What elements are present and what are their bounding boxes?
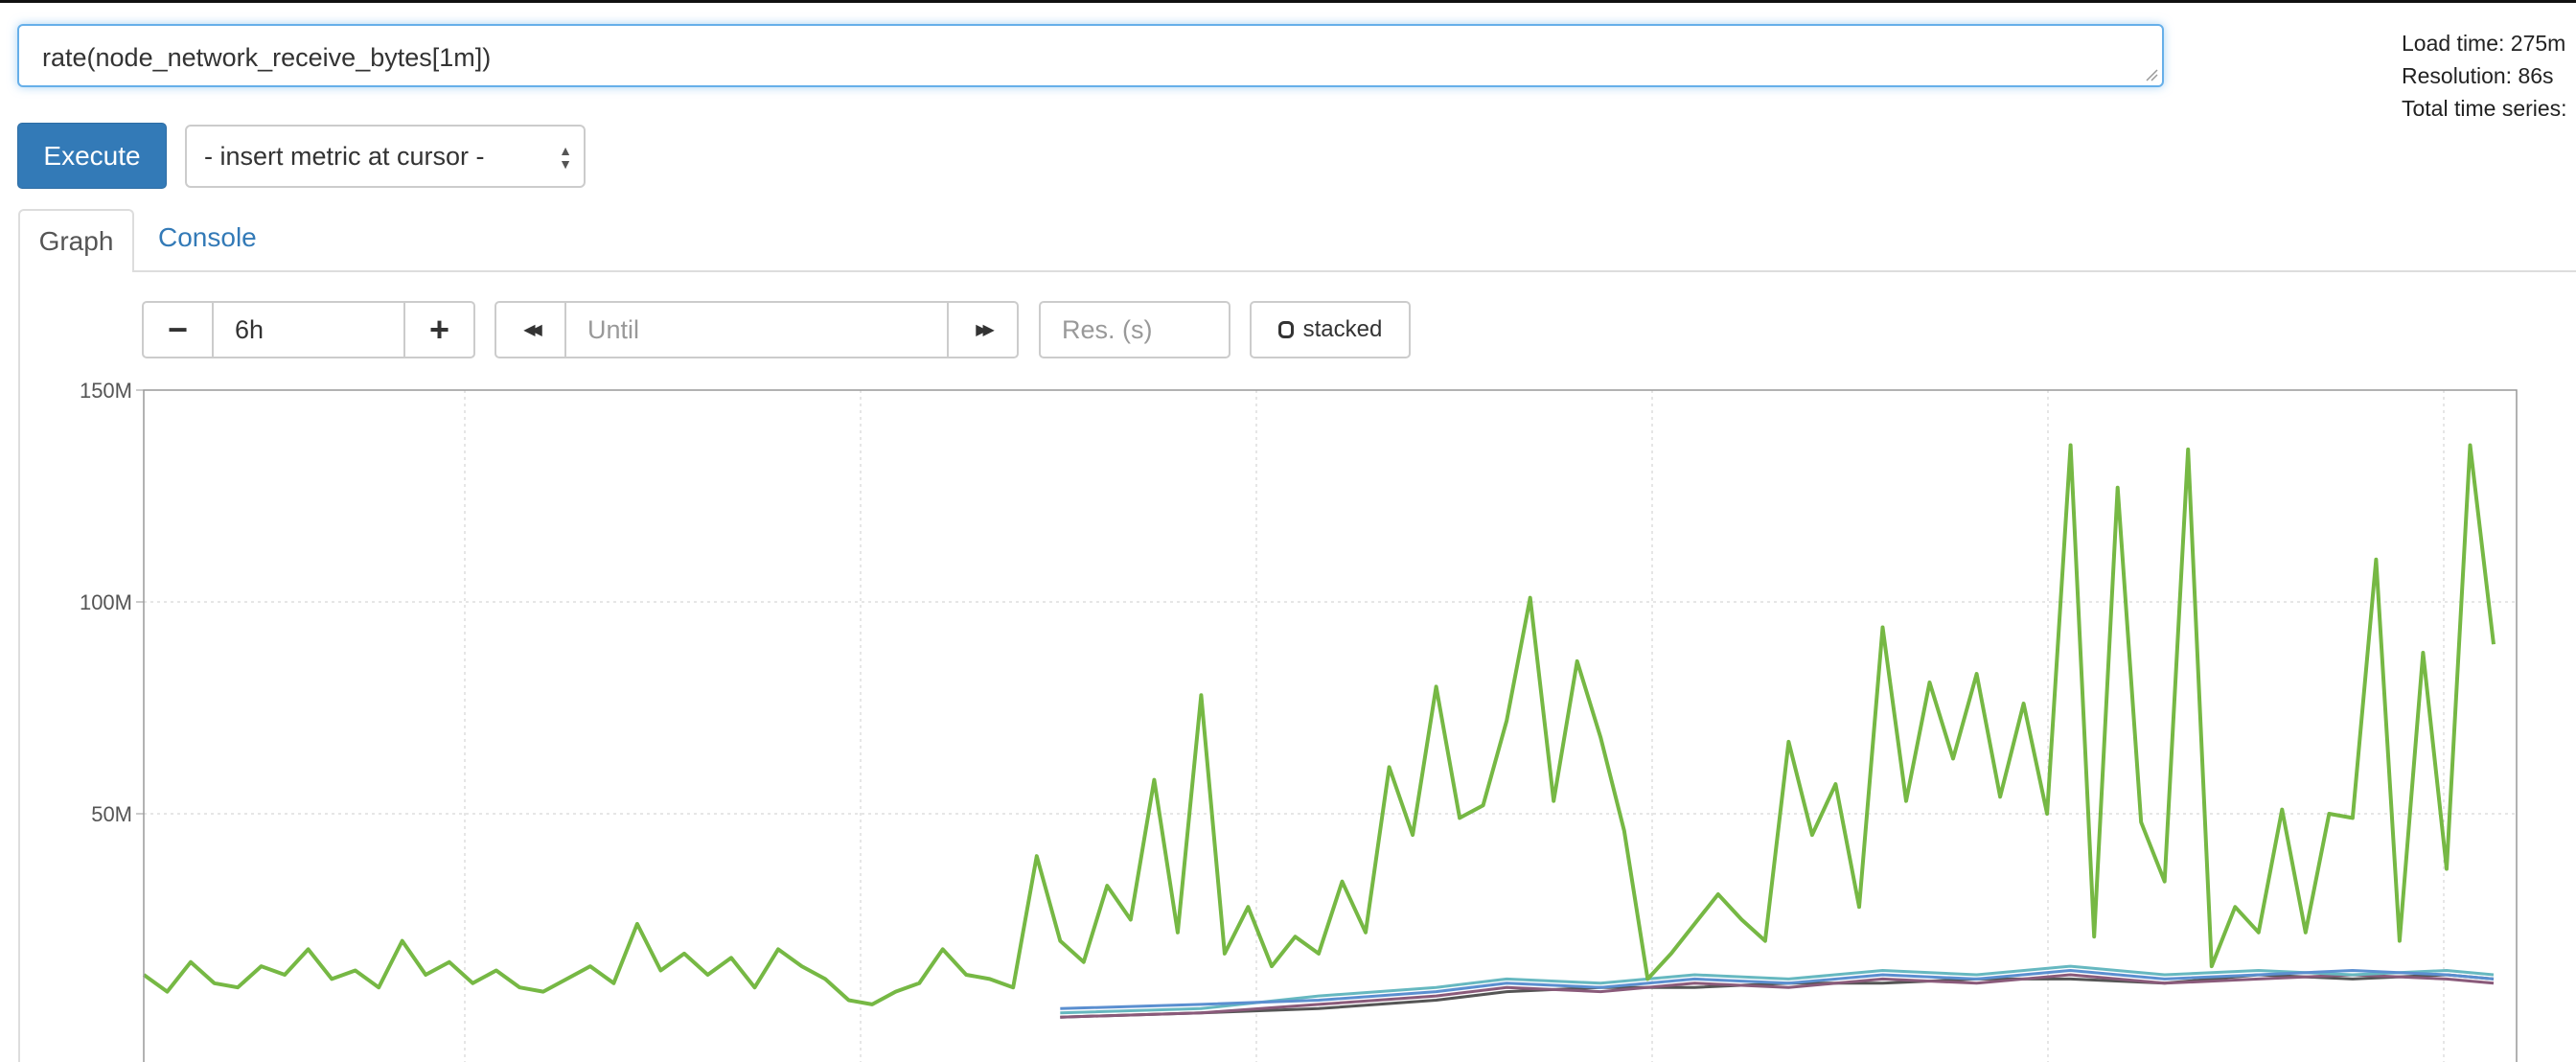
series-line[interactable] — [142, 443, 2496, 1006]
resolution-placeholder: Res. (s) — [1062, 314, 1153, 344]
total-series-text: Total time series: — [2402, 96, 2567, 121]
execute-button[interactable]: Execute — [17, 123, 167, 189]
panel-border — [18, 272, 20, 1062]
until-forward-button[interactable]: ▶▶ — [947, 301, 1019, 358]
resolution-input[interactable]: Res. (s) — [1039, 301, 1230, 358]
graph-grid — [136, 389, 2517, 1062]
fast-forward-icon: ▶▶ — [976, 322, 994, 338]
select-arrows-icon: ▲ ▼ — [559, 143, 572, 172]
y-tick-label: 50M — [91, 802, 132, 826]
rewind-icon: ◀◀ — [523, 322, 541, 338]
time-series-graph: 150M 100M 50M — [80, 379, 2518, 1062]
tab-console[interactable]: Console — [158, 222, 257, 252]
range-decrease-button[interactable]: − — [142, 301, 214, 358]
series-line[interactable] — [1060, 973, 2495, 1019]
series-line[interactable] — [1060, 969, 2495, 1010]
resolution-text: Resolution: 86s — [2402, 63, 2554, 88]
window-top-border — [0, 0, 2576, 3]
stacked-label: stacked — [1302, 316, 1383, 342]
expression-input[interactable]: rate(node_network_receive_bytes[1m]) — [17, 24, 2164, 87]
range-increase-button[interactable]: + — [403, 301, 475, 358]
range-input[interactable]: 6h — [212, 301, 405, 358]
until-placeholder: Until — [587, 314, 640, 344]
until-back-button[interactable]: ◀◀ — [494, 301, 566, 358]
load-time-text: Load time: 275m — [2402, 31, 2566, 56]
tab-strip-border — [134, 270, 2576, 272]
checkbox-icon — [1277, 321, 1294, 338]
expression-text: rate(node_network_receive_bytes[1m]) — [42, 43, 492, 72]
y-tick-label: 100M — [80, 590, 132, 614]
query-stats: Load time: 275m Resolution: 86s Total ti… — [2402, 27, 2567, 125]
metric-select-value: - insert metric at cursor - — [204, 141, 485, 171]
plot-frame — [143, 389, 2518, 1062]
y-axis-labels: 150M 100M 50M — [80, 379, 132, 826]
metric-select[interactable]: - insert metric at cursor - ▲ ▼ — [185, 125, 586, 188]
resize-grip-icon[interactable] — [2145, 68, 2158, 81]
y-tick-label: 150M — [80, 379, 132, 403]
series-line[interactable] — [1060, 973, 2495, 1019]
series-lines — [142, 443, 2496, 1019]
stacked-toggle-button[interactable]: stacked — [1250, 301, 1411, 358]
until-input[interactable]: Until — [564, 301, 949, 358]
tab-graph[interactable]: Graph — [18, 209, 134, 272]
